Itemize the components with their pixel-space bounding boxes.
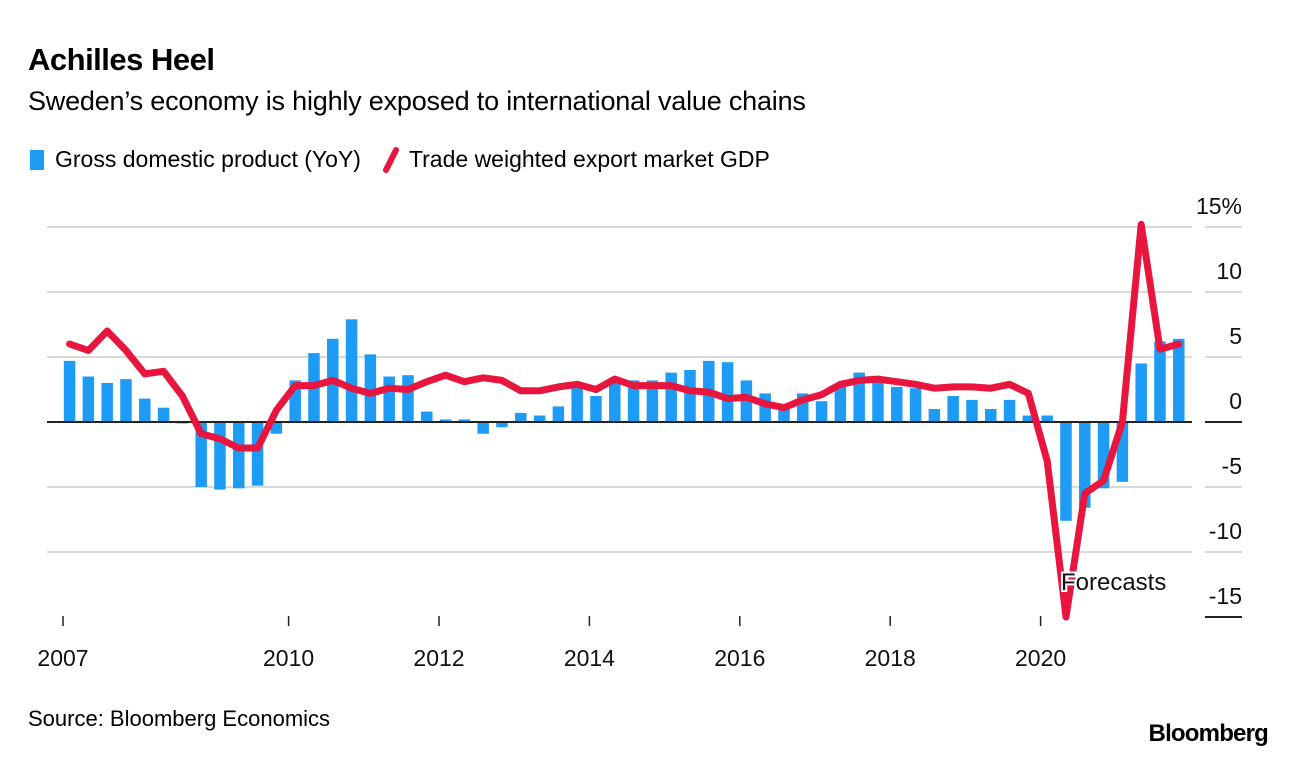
- y-tick-label: 10: [1216, 258, 1242, 284]
- gdp-bar: [120, 379, 132, 422]
- gdp-bars: [63, 319, 1185, 521]
- gdp-bar: [1079, 422, 1091, 508]
- x-tick-label: 2012: [413, 645, 464, 671]
- gdp-bar: [853, 372, 865, 422]
- gdp-bar: [834, 384, 847, 422]
- x-tick-label: 2018: [865, 645, 916, 671]
- gdp-bar: [515, 412, 527, 422]
- gdp-bar: [1116, 422, 1129, 482]
- y-tick-label: -5: [1222, 453, 1242, 479]
- x-axis: 2007 2010 2012 2014 2016 2018 2020: [37, 616, 1066, 671]
- export-gdp-line: [66, 220, 1183, 621]
- gridlines: [47, 226, 1242, 553]
- legend-label-gdp: Gross domestic product (YoY): [55, 146, 361, 172]
- y-axis: 15% 10 5 0 -5 -10 -15: [1196, 193, 1242, 618]
- gdp-bar: [947, 396, 959, 422]
- export-gdp-line-path: [66, 220, 1183, 621]
- chart-area: 15% 10 5 0 -5 -10 -15 2007 2010 2012 2014 2016 2018…: [37, 193, 1242, 671]
- legend-label-export-gdp: Trade weighted export market GDP: [408, 146, 770, 172]
- y-tick-label: -15: [1209, 583, 1242, 609]
- annotations: Forecasts: [1059, 567, 1168, 598]
- gdp-bar: [928, 409, 941, 422]
- gdp-bar: [627, 380, 640, 422]
- gdp-bar: [909, 388, 922, 422]
- gdp-bar: [496, 422, 508, 428]
- gdp-bar: [1173, 338, 1185, 422]
- y-tick-label: 5: [1229, 323, 1242, 349]
- gdp-bar: [646, 380, 659, 422]
- bar-swatch-icon: [30, 149, 44, 170]
- gdp-bar: [590, 396, 602, 422]
- gdp-bar: [101, 383, 113, 422]
- gdp-bar: [1060, 422, 1072, 521]
- gdp-bar: [872, 380, 884, 422]
- gdp-bar: [797, 393, 809, 422]
- y-tick-label: 0: [1229, 388, 1242, 414]
- gdp-bar: [458, 419, 471, 422]
- y-tick-label: -10: [1209, 518, 1242, 544]
- gdp-bar: [533, 415, 546, 422]
- line-swatch-icon: [382, 146, 399, 173]
- chart-subtitle: Sweden’s economy is highly exposed to in…: [28, 86, 806, 116]
- gdp-bar: [477, 422, 489, 434]
- legend-item-gdp: Gross domestic product (YoY): [30, 146, 361, 173]
- x-tick-label: 2014: [564, 645, 615, 671]
- gdp-bar: [552, 406, 565, 422]
- gdp-bar: [721, 362, 734, 422]
- gdp-bar: [63, 360, 76, 422]
- x-tick-label: 2016: [714, 645, 765, 671]
- gdp-bar: [740, 380, 753, 422]
- source-note: Source: Bloomberg Economics: [28, 706, 331, 731]
- gdp-bar: [1022, 415, 1035, 422]
- gdp-bar: [383, 376, 395, 422]
- gdp-bar: [1097, 422, 1110, 489]
- x-tick-label: 2010: [263, 645, 314, 671]
- gdp-bar: [82, 376, 95, 422]
- gdp-bar: [139, 398, 151, 422]
- gdp-bar: [1003, 399, 1016, 422]
- x-tick-label: 2007: [37, 645, 88, 671]
- gdp-bar: [759, 393, 771, 422]
- chart-title: Achilles Heel: [28, 42, 215, 77]
- y-tick-label: 15%: [1196, 193, 1242, 219]
- x-tick-label: 2020: [1015, 645, 1066, 671]
- gdp-bar: [214, 422, 226, 490]
- forecasts-annotation: Forecasts: [1061, 569, 1166, 596]
- gdp-bar: [289, 380, 301, 422]
- gdp-bar: [421, 411, 433, 422]
- gdp-bar: [402, 375, 414, 422]
- gdp-bar: [985, 409, 997, 422]
- gdp-bar: [251, 422, 264, 486]
- gdp-bar: [571, 386, 583, 422]
- gdp-bar: [684, 370, 696, 422]
- legend-item-export-gdp: Trade weighted export market GDP: [382, 146, 770, 173]
- gdp-bar: [815, 401, 828, 422]
- gdp-bar: [157, 407, 170, 422]
- gdp-bar: [609, 380, 621, 422]
- gdp-bar: [345, 319, 358, 422]
- legend: Gross domestic product (YoY) Trade weigh…: [30, 146, 792, 173]
- gdp-bar: [1135, 363, 1147, 422]
- gdp-bar: [439, 419, 452, 422]
- bloomberg-logo: Bloomberg: [1148, 720, 1269, 747]
- gdp-bar: [665, 372, 677, 422]
- gdp-bar: [966, 399, 978, 422]
- gdp-bar: [778, 406, 790, 422]
- gdp-bar: [233, 422, 245, 489]
- gdp-bar: [1154, 341, 1166, 422]
- gdp-bar: [891, 386, 903, 422]
- gdp-bar: [1041, 415, 1053, 422]
- gdp-bar: [195, 422, 207, 487]
- gdp-bar: [364, 354, 377, 422]
- gdp-bar: [270, 422, 283, 434]
